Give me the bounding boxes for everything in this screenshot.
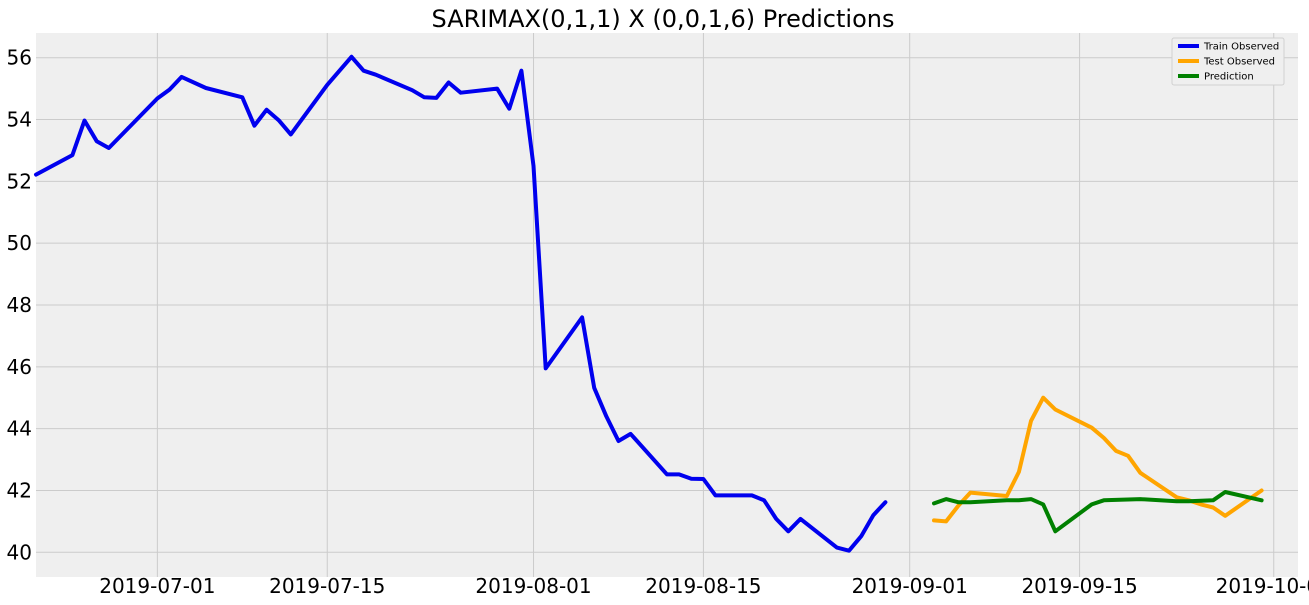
series-line-test-observed bbox=[932, 395, 1264, 524]
legend-label-prediction: Prediction bbox=[1204, 72, 1254, 83]
y-tick-label: 46 bbox=[7, 355, 32, 379]
y-tick-labels: 40 42 44 46 48 50 52 54 56 bbox=[7, 46, 32, 565]
legend-label-test-observed: Test Observed bbox=[1203, 57, 1275, 68]
y-tick-label: 50 bbox=[7, 231, 32, 255]
y-tick-label: 52 bbox=[7, 169, 32, 193]
y-tick-label: 40 bbox=[7, 540, 32, 564]
x-tick-label: 2019-10-01 bbox=[1216, 574, 1309, 598]
y-tick-label: 54 bbox=[7, 108, 32, 132]
chart-title: SARIMAX(0,1,1) X (0,0,1,6) Predictions bbox=[432, 5, 895, 33]
x-tick-label: 2019-07-01 bbox=[99, 574, 215, 598]
x-tick-label: 2019-08-15 bbox=[645, 574, 761, 598]
x-tick-label: 2019-09-01 bbox=[852, 574, 968, 598]
series-layer bbox=[34, 54, 1264, 553]
legend: Train Observed Test Observed Prediction bbox=[1171, 37, 1285, 86]
y-tick-label: 48 bbox=[7, 293, 32, 317]
legend-label-train-observed: Train Observed bbox=[1203, 42, 1279, 53]
x-tick-label: 2019-09-15 bbox=[1021, 574, 1137, 598]
y-tick-label: 44 bbox=[7, 417, 32, 441]
y-tick-label: 56 bbox=[7, 46, 32, 70]
x-tick-label: 2019-08-01 bbox=[475, 574, 591, 598]
y-tick-label: 42 bbox=[7, 478, 32, 502]
legend-box bbox=[1171, 37, 1285, 86]
x-tick-labels: 2019-07-01 2019-07-15 2019-08-01 2019-08-15… bbox=[99, 574, 1309, 598]
series-line-prediction bbox=[932, 490, 1264, 534]
x-tick-label: 2019-07-15 bbox=[269, 574, 385, 598]
series-line-train-observed bbox=[34, 54, 888, 553]
grid-lines bbox=[36, 33, 1298, 577]
